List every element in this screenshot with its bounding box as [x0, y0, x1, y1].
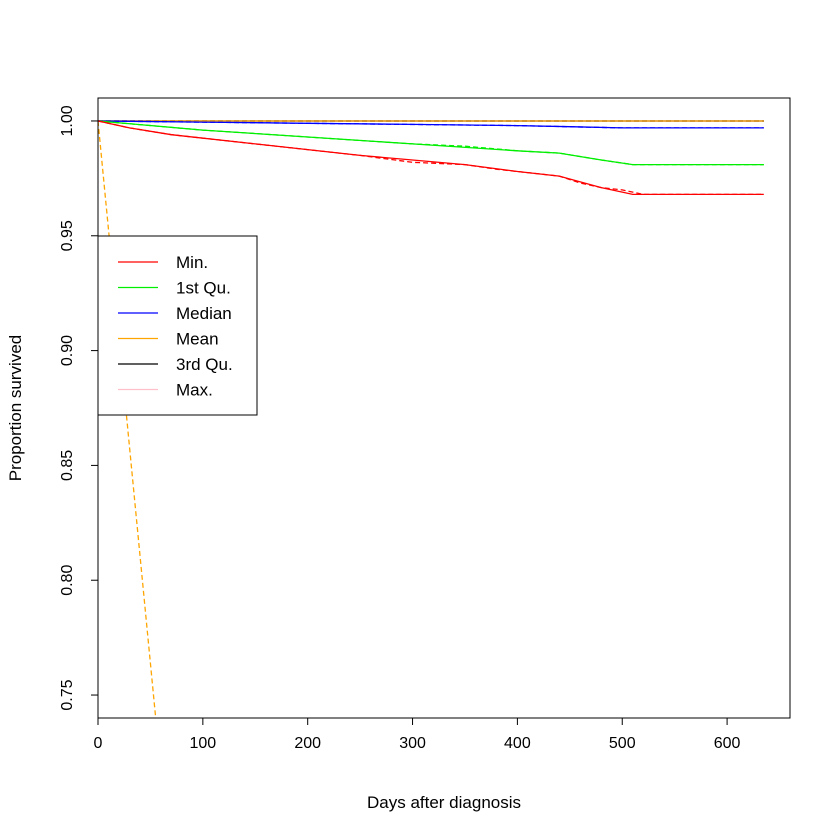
- x-tick-label: 200: [294, 735, 321, 752]
- x-tick-label: 300: [399, 735, 426, 752]
- legend-label: 1st Qu.: [176, 279, 231, 298]
- series-line-dashed: [98, 120, 157, 718]
- y-tick-label: 0.85: [59, 450, 76, 481]
- series-line-dashed: [98, 120, 764, 196]
- legend-label: 3rd Qu.: [176, 355, 233, 374]
- y-tick-label: 1.00: [59, 105, 76, 136]
- series-line-dashed: [98, 120, 764, 166]
- legend-label: Max.: [176, 381, 213, 400]
- y-tick-label: 0.80: [59, 565, 76, 596]
- x-axis: 0 100 200 300 400 500 600: [94, 718, 741, 752]
- y-tick-label: 0.75: [59, 679, 76, 710]
- legend: Min. 1st Qu. Median Mean 3rd Qu. Max.: [97, 235, 258, 416]
- x-axis-label: Days after diagnosis: [367, 793, 521, 812]
- y-tick-label: 0.90: [59, 335, 76, 366]
- legend-box: [97, 235, 258, 416]
- legend-label: Min.: [176, 253, 208, 272]
- legend-label: Mean: [176, 330, 219, 349]
- series-line-dashed: [98, 120, 764, 129]
- x-tick-label: 400: [504, 735, 531, 752]
- y-axis: 0.75 0.80 0.85 0.90 0.95 1.00: [59, 105, 98, 711]
- x-tick-label: 500: [609, 735, 636, 752]
- series-layer: [98, 120, 764, 718]
- legend-label: Median: [176, 304, 232, 323]
- y-tick-label: 0.95: [59, 220, 76, 251]
- x-tick-label: 100: [189, 735, 216, 752]
- x-tick-label: 0: [94, 735, 103, 752]
- x-tick-label: 600: [714, 735, 741, 752]
- y-axis-label: Proportion survived: [6, 335, 25, 481]
